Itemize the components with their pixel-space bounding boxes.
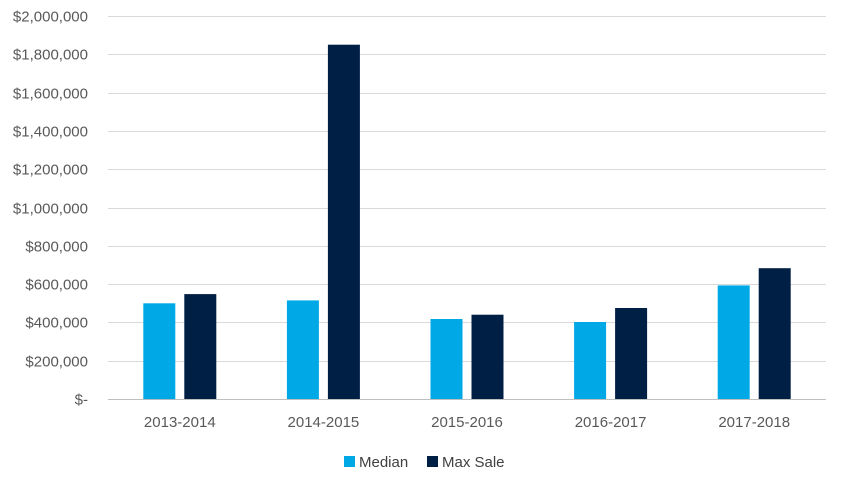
bar-max-sale-2016-2017: [615, 308, 648, 399]
y-tick-label: $1,800,000: [13, 47, 88, 64]
y-tick-label: $800,000: [25, 239, 88, 256]
x-axis-labels: 2013-2014 2014-2015 2015-2016 2016-2017 2017…: [144, 414, 790, 431]
y-tick-label: $2,000,000: [13, 9, 88, 26]
bar-max-sale-2013-2014: [184, 294, 217, 399]
legend: Median Max Sale: [344, 454, 505, 471]
legend-swatch-median: [344, 456, 355, 467]
bar-median-2013-2014: [143, 303, 176, 400]
legend-label-max-sale: Max Sale: [442, 454, 505, 471]
x-tick-label: 2014-2015: [288, 414, 360, 431]
legend-label-median: Median: [359, 454, 408, 471]
y-tick-label: $1,600,000: [13, 86, 88, 103]
bar-max-sale-2017-2018: [758, 268, 791, 399]
y-tick-label: $400,000: [25, 315, 88, 332]
bar-max-sale-2015-2016: [471, 314, 504, 399]
x-tick-label: 2017-2018: [718, 414, 790, 431]
y-tick-label: $1,200,000: [13, 162, 88, 179]
y-tick-label: $600,000: [25, 277, 88, 294]
bar-max-sale-2014-2015: [327, 44, 360, 399]
y-tick-label: $-: [75, 392, 88, 409]
bar-median-2015-2016: [430, 319, 463, 399]
bar-median-2017-2018: [717, 285, 750, 399]
gridlines: [108, 16, 826, 400]
bars: [143, 44, 791, 400]
y-tick-label: $1,400,000: [13, 124, 88, 141]
bar-median-2014-2015: [286, 300, 319, 399]
legend-swatch-max-sale: [427, 456, 438, 467]
y-tick-label: $200,000: [25, 354, 88, 371]
x-tick-label: 2013-2014: [144, 414, 216, 431]
y-axis-labels: $- $200,000 $400,000 $600,000 $800,000 $1,000…: [13, 9, 88, 409]
y-tick-label: $1,000,000: [13, 201, 88, 218]
bar-median-2016-2017: [574, 322, 607, 399]
x-tick-label: 2015-2016: [431, 414, 503, 431]
x-tick-label: 2016-2017: [575, 414, 647, 431]
